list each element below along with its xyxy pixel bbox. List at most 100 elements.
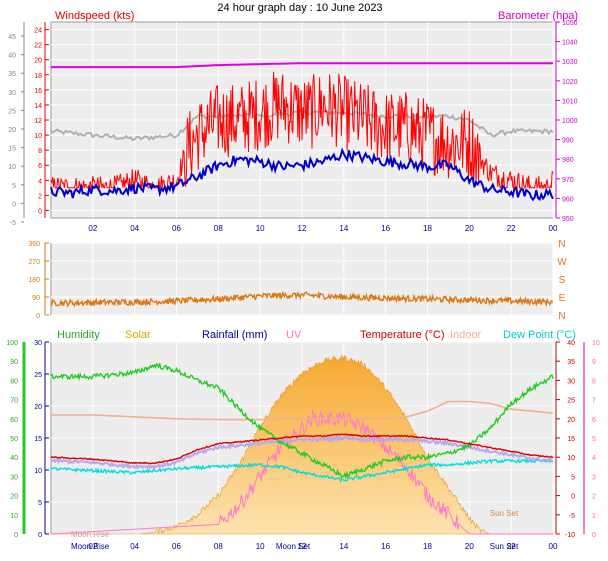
moon-rise-faint-label: Moon Rise — [71, 530, 110, 539]
humidity-axis-tick-label: 80 — [10, 378, 18, 385]
barometer-axis-tick-label: 950 — [562, 216, 574, 223]
indoor-line — [51, 400, 554, 421]
wind-x-tick-label: 16 — [381, 224, 390, 233]
wind-x-tick-label: 10 — [256, 224, 265, 233]
temperature-axis-tick-label: 20 — [567, 417, 575, 424]
barometer-axis-tick-label: 1040 — [562, 40, 578, 47]
uv-axis-tick-label: 10 — [592, 340, 600, 347]
uv-axis-tick-label: 7 — [592, 398, 596, 405]
humidity-axis-tick-label: 100 — [6, 340, 18, 347]
direction-axis-tick-label: 180 — [28, 277, 40, 284]
windspeed-line — [50, 71, 554, 190]
barometer-axis-tick-label: 1050 — [562, 20, 578, 27]
wind-x-tick-label: 14 — [339, 224, 348, 233]
climate-x-tick-label: 18 — [423, 542, 432, 551]
barometer-legend: Barometer (hpa) — [498, 10, 578, 22]
humidity-axis-tick-label: 10 — [10, 513, 18, 520]
barometer-axis-tick-label: 1000 — [562, 118, 578, 125]
climate-x-tick-label: 06 — [172, 542, 181, 551]
temperature-axis-tick-label: 0 — [571, 494, 575, 501]
legend-item: UV — [286, 329, 302, 341]
humidity-axis-tick-label: 0 — [14, 532, 18, 539]
temperature-band — [50, 434, 554, 471]
barometer-line — [51, 62, 553, 69]
wind-x-tick-label: 12 — [298, 224, 307, 233]
windspeed-axis-tick-label: 20 — [34, 58, 42, 65]
wind-x-tick-label: 04 — [130, 224, 139, 233]
uv-axis-tick-label: 9 — [592, 359, 596, 366]
windspeed-axis-tick-label: 0 — [38, 208, 42, 215]
climate-x-tick-label: 08 — [214, 542, 223, 551]
rain-axis-tick-label: 30 — [34, 340, 42, 347]
rain-axis-tick-label: 25 — [34, 372, 42, 379]
climate-x-tick-label: 04 — [130, 542, 139, 551]
climate-x-tick-label: 12 — [298, 542, 307, 551]
humidity-axis-tick-label: 40 — [10, 455, 18, 462]
uv-axis-tick-label: 2 — [592, 494, 596, 501]
climate-x-tick-label: 14 — [339, 542, 348, 551]
sun-set-label: Sun Set — [490, 542, 519, 551]
barometer-axis-tick-label: 1030 — [562, 59, 578, 66]
wind-x-tick-label: 08 — [214, 224, 223, 233]
moon-set-label: Moon Set — [276, 542, 311, 551]
windspeed-axis-tick-label: 2 — [38, 193, 42, 200]
compass-label: E — [559, 293, 566, 304]
humidity-axis-tick-label: 70 — [10, 398, 18, 405]
temperature-axis-tick-label: 15 — [567, 436, 575, 443]
wind-x-tick-label: 02 — [88, 224, 97, 233]
outer-axis-tick-label: 25 — [8, 108, 16, 115]
wind-average-line — [50, 147, 554, 202]
compass-label: N — [558, 311, 565, 322]
climate-x-tick-label: 16 — [381, 542, 390, 551]
windspeed-axis-tick-label: 16 — [34, 88, 42, 95]
barometer-axis-tick-label: 970 — [562, 177, 574, 184]
temperature-axis-tick-label: 10 — [567, 455, 575, 462]
barometer-axis-tick-label: 990 — [562, 138, 574, 145]
barometer-axis-tick-label: 960 — [562, 196, 574, 203]
temperature-axis-tick-label: 30 — [567, 378, 575, 385]
outer-axis-tick-label: 35 — [8, 71, 16, 78]
humidity-axis-tick-label: 20 — [10, 494, 18, 501]
outer-axis-tick-label: 30 — [8, 90, 16, 97]
sun-set-faint-label: Sun Set — [490, 509, 519, 518]
climate-x-tick-label: 02 — [88, 542, 97, 551]
windspeed-axis-tick-label: 10 — [34, 133, 42, 140]
outer-axis-tick-label: 0 — [12, 201, 16, 208]
compass-label: W — [557, 257, 567, 268]
uv-axis-tick-label: 0 — [592, 532, 596, 539]
wind-x-tick-label: 22 — [507, 224, 516, 233]
moon-rise-label: Moon Rise — [71, 542, 110, 551]
temperature-axis-tick-label: -10 — [565, 532, 575, 539]
dewpoint-line — [50, 457, 554, 483]
uv-axis-tick-label: 6 — [592, 417, 596, 424]
wind-x-tick-label: 06 — [172, 224, 181, 233]
rain-axis-tick-label: 10 — [34, 468, 42, 475]
outer-axis-tick-label: 10 — [8, 164, 16, 171]
uv-line — [50, 410, 553, 535]
page-title: 24 hour graph day : 10 June 2023 — [217, 2, 382, 14]
rain-axis-tick-label: 20 — [34, 404, 42, 411]
legend-item: Indoor — [450, 329, 482, 341]
humidity-axis-tick-label: 90 — [10, 359, 18, 366]
direction-axis-tick-label: 360 — [28, 241, 40, 248]
temperature-axis-tick-label: 25 — [567, 398, 575, 405]
humidity-axis-tick-label: 50 — [10, 436, 18, 443]
compass-label: S — [559, 275, 566, 286]
humidity-axis-tick-label: 30 — [10, 474, 18, 481]
outer-axis-tick-label: -5 — [10, 220, 16, 227]
outer-axis-tick-label: 45 — [8, 34, 16, 41]
windspeed-axis-tick-label: 12 — [34, 118, 42, 125]
uv-axis-tick-label: 3 — [592, 474, 596, 481]
wind-x-tick-label: 00 — [549, 224, 558, 233]
direction-axis-tick-label: 0 — [36, 313, 40, 320]
uv-axis-tick-label: 8 — [592, 378, 596, 385]
compass-label: N — [558, 239, 565, 250]
climate-x-tick-label: 10 — [256, 542, 265, 551]
outer-axis-tick-label: 40 — [8, 53, 16, 60]
wind-x-tick-label: 18 — [423, 224, 432, 233]
uv-axis-tick-label: 4 — [592, 455, 596, 462]
outer-axis-tick-label: 5 — [12, 183, 16, 190]
windspeed-axis-tick-label: 8 — [38, 148, 42, 155]
climate-x-tick-label: 20 — [465, 542, 474, 551]
